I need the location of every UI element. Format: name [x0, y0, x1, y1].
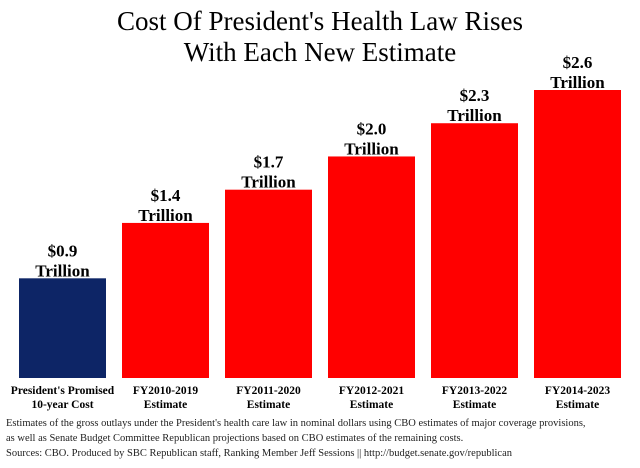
title-line-1: Cost Of President's Health Law Rises — [116, 6, 524, 36]
category-label: FY2012-2021 Estimate — [317, 384, 427, 412]
bar-5 — [534, 90, 621, 378]
category-label-line: Estimate — [452, 399, 497, 411]
category-label: FY2014-2023 Estimate — [523, 384, 633, 412]
category-label-line: FY2012-2021 — [338, 385, 405, 397]
category-label-line: 10-year Cost — [31, 399, 94, 411]
footnotes: Estimates of the gross outlays under the… — [6, 416, 636, 461]
category-label: FY2011-2020 Estimate — [214, 384, 324, 412]
category-label-line: FY2014-2023 — [544, 385, 611, 397]
bar-2 — [225, 189, 312, 378]
category-label-line: Estimate — [349, 399, 394, 411]
title-line-2: With Each New Estimate — [183, 37, 457, 67]
category-label-line: FY2010-2019 — [132, 385, 199, 397]
category-label-line: President's Promised — [10, 385, 115, 397]
data-label-value: $2.3 — [460, 86, 490, 105]
bar-3 — [328, 156, 415, 378]
footnote-line-2: as well as Senate Budget Committee Repub… — [6, 433, 464, 444]
bar-0 — [19, 278, 106, 378]
category-label-line: Estimate — [246, 399, 291, 411]
data-label-value: $0.9 — [48, 241, 78, 260]
category-label-line: FY2013-2022 — [441, 385, 508, 397]
footnote-sources: Sources: CBO. Produced by SBC Republican… — [6, 448, 512, 459]
category-label-line: Estimate — [143, 399, 188, 411]
footnote-line-1: Estimates of the gross outlays under the… — [6, 418, 586, 429]
category-label: President's Promised 10-year Cost — [8, 384, 118, 412]
data-label-unit: Trillion — [138, 206, 193, 225]
data-label-value: $2.6 — [563, 53, 593, 72]
data-label-value: $1.4 — [151, 186, 181, 205]
category-label-line: Estimate — [555, 399, 600, 411]
category-label: FY2013-2022 Estimate — [420, 384, 530, 412]
data-label-value: $2.0 — [357, 119, 387, 138]
chart-title: Cost Of President's Health Law Rises Wit… — [0, 6, 640, 68]
data-label-unit: Trillion — [35, 261, 90, 280]
bar-1 — [122, 222, 209, 378]
data-label-unit: Trillion — [447, 106, 502, 125]
bar-4 — [431, 123, 518, 378]
category-label-line: FY2011-2020 — [236, 385, 301, 397]
data-label-unit: Trillion — [241, 173, 296, 192]
data-label-unit: Trillion — [344, 139, 399, 158]
data-label-unit: Trillion — [550, 73, 605, 92]
data-label-value: $1.7 — [254, 153, 284, 172]
category-label: FY2010-2019 Estimate — [111, 384, 221, 412]
